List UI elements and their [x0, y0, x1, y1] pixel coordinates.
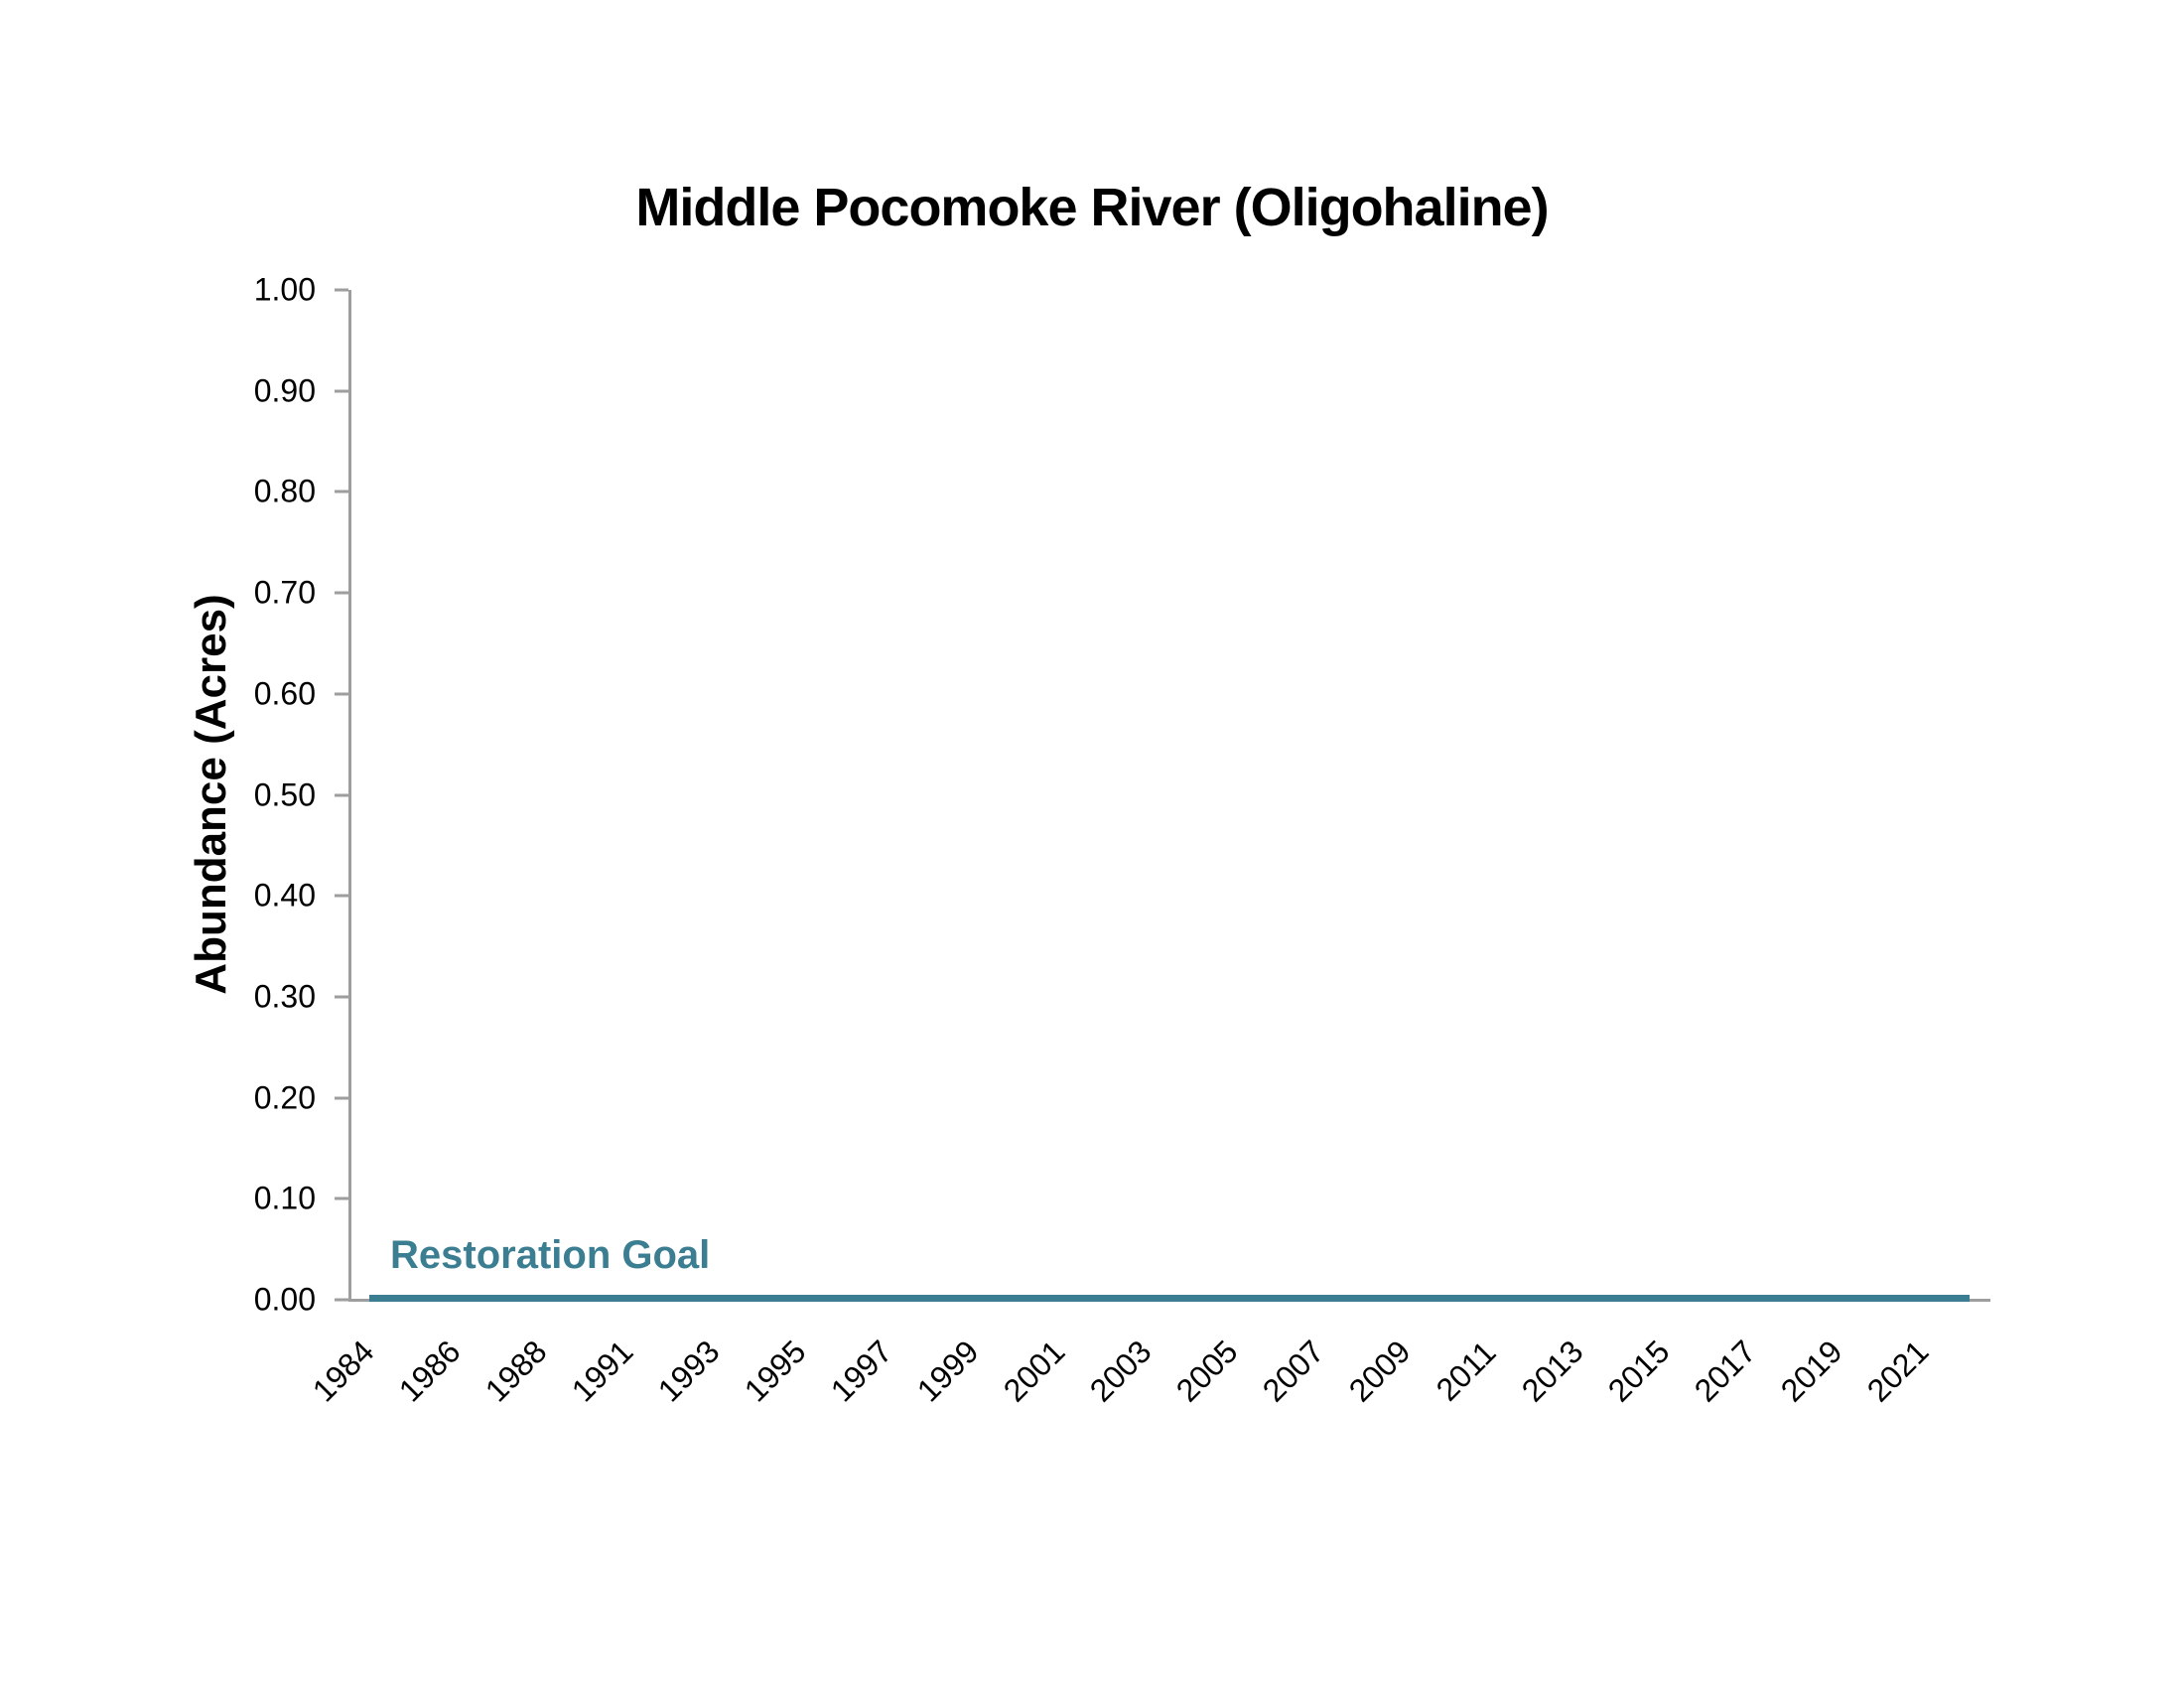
x-tick-label: 2005 [1168, 1333, 1245, 1409]
x-tick-label: 1999 [909, 1333, 986, 1409]
y-tick-label: 0.70 [253, 574, 316, 611]
y-tick-label: 0.90 [253, 372, 316, 409]
y-tick-label: 0.30 [253, 978, 316, 1015]
x-tick-label: 1988 [478, 1333, 554, 1409]
restoration-goal-label: Restoration Goal [390, 1233, 711, 1277]
x-tick-label: 2001 [996, 1333, 1072, 1409]
y-tick-label: 0.00 [253, 1281, 316, 1318]
x-tick-label: 1993 [650, 1333, 727, 1409]
x-tick-label: 1986 [391, 1333, 468, 1409]
x-tick-label: 2021 [1859, 1333, 1936, 1409]
x-tick-label: 1991 [564, 1333, 640, 1409]
y-tick-mark [335, 1196, 348, 1200]
y-tick-label: 0.50 [253, 776, 316, 812]
y-tick-mark [335, 490, 348, 493]
y-tick-mark [335, 1298, 348, 1302]
y-tick-label: 0.80 [253, 473, 316, 509]
x-tick-label: 2017 [1687, 1333, 1763, 1409]
x-tick-label: 2015 [1600, 1333, 1677, 1409]
y-tick-mark [335, 692, 348, 696]
chart-title: Middle Pocomoke River (Oligohaline) [635, 178, 1549, 237]
restoration-goal-line [369, 1295, 1970, 1302]
y-tick-label: 0.10 [253, 1180, 316, 1216]
x-tick-label: 1997 [823, 1333, 899, 1409]
y-tick-label: 1.00 [253, 271, 316, 308]
y-tick-label: 0.60 [253, 675, 316, 712]
x-tick-label: 2007 [1255, 1333, 1331, 1409]
y-tick-label: 0.40 [253, 877, 316, 914]
x-tick-label: 1984 [305, 1333, 381, 1409]
y-tick-mark [335, 995, 348, 999]
x-tick-label: 2009 [1341, 1333, 1418, 1409]
x-tick-label: 2019 [1773, 1333, 1849, 1409]
x-tick-label: 2011 [1429, 1334, 1503, 1408]
y-tick-mark [335, 591, 348, 595]
y-tick-mark [335, 1096, 348, 1100]
y-tick-mark [335, 389, 348, 393]
y-tick-mark [335, 793, 348, 796]
y-axis-line [348, 290, 351, 1302]
x-tick-label: 2003 [1082, 1333, 1159, 1409]
y-tick-mark [335, 894, 348, 898]
x-tick-label: 1995 [737, 1333, 813, 1409]
x-tick-label: 2013 [1514, 1333, 1590, 1409]
y-tick-label: 0.20 [253, 1079, 316, 1116]
y-tick-mark [335, 288, 348, 292]
